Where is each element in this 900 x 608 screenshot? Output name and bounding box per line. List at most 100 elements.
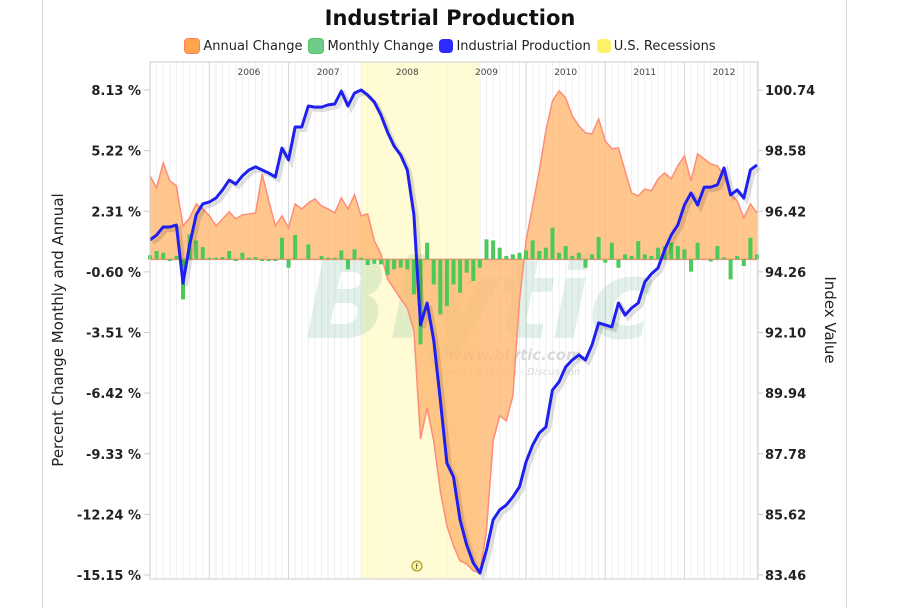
monthly-change-bar[interactable] (293, 235, 298, 260)
chart-title: Industrial Production (324, 6, 576, 30)
monthly-change-bar[interactable] (312, 259, 317, 260)
monthly-change-bar[interactable] (372, 259, 377, 264)
monthly-change-bar[interactable] (365, 259, 370, 265)
monthly-change-bar[interactable] (675, 246, 680, 260)
legend-item-monthly-change[interactable]: Monthly Change (308, 38, 433, 54)
monthly-change-bar[interactable] (286, 259, 291, 268)
legend: Annual Change Monthly Change Industrial … (0, 38, 900, 54)
monthly-change-bar[interactable] (161, 252, 166, 260)
monthly-change-bar[interactable] (649, 256, 654, 260)
monthly-change-bar[interactable] (246, 257, 251, 260)
monthly-change-bar[interactable] (352, 249, 357, 260)
monthly-change-bar[interactable] (299, 259, 304, 260)
monthly-change-bar[interactable] (504, 256, 509, 260)
legend-item-industrial-production[interactable]: Industrial Production (439, 38, 591, 54)
monthly-change-bar[interactable] (682, 249, 687, 260)
monthly-change-bar[interactable] (715, 246, 720, 260)
monthly-change-bar[interactable] (451, 259, 456, 285)
monthly-change-bar[interactable] (458, 259, 463, 293)
monthly-change-bar[interactable] (550, 227, 555, 260)
monthly-change-bar[interactable] (405, 259, 410, 270)
monthly-change-bar[interactable] (438, 259, 443, 315)
monthly-change-bar[interactable] (378, 259, 383, 265)
monthly-change-bar[interactable] (590, 254, 595, 260)
monthly-change-bar[interactable] (431, 259, 436, 285)
monthly-change-bar[interactable] (306, 244, 311, 260)
industrial-production-line[interactable] (149, 88, 758, 575)
flag-icon[interactable]: f (411, 560, 423, 572)
monthly-change-bar[interactable] (240, 252, 245, 260)
monthly-change-bar[interactable] (537, 251, 542, 260)
monthly-change-bar[interactable] (339, 250, 344, 260)
monthly-change-bar[interactable] (154, 251, 159, 260)
monthly-change-bar[interactable] (444, 259, 449, 307)
monthly-change-bar[interactable] (326, 257, 331, 260)
monthly-change-bar[interactable] (530, 240, 535, 260)
plot-border (149, 61, 759, 580)
monthly-change-bar[interactable] (735, 256, 740, 260)
monthly-change-bar[interactable] (603, 259, 608, 263)
monthly-change-bar[interactable] (279, 237, 284, 260)
monthly-change-bar[interactable] (695, 242, 700, 260)
monthly-change-bar[interactable] (260, 259, 265, 262)
monthly-change-bar[interactable] (636, 241, 641, 260)
monthly-change-bar[interactable] (629, 256, 634, 260)
monthly-change-bar[interactable] (359, 257, 364, 260)
monthly-change-bar[interactable] (484, 239, 489, 260)
monthly-change-bar[interactable] (623, 254, 628, 260)
monthly-change-bar[interactable] (557, 252, 562, 260)
right-tick-label: 87.78 (765, 448, 806, 463)
right-tick-label: 89.94 (765, 387, 806, 402)
monthly-change-bar[interactable] (213, 257, 218, 260)
monthly-change-bar[interactable] (273, 259, 278, 262)
monthly-change-bar[interactable] (497, 247, 502, 260)
monthly-change-bar[interactable] (253, 257, 258, 260)
monthly-change-bar[interactable] (702, 259, 707, 260)
monthly-change-bar[interactable] (616, 259, 621, 268)
monthly-change-bar[interactable] (755, 254, 759, 260)
monthly-change-bar[interactable] (174, 256, 179, 260)
monthly-change-bar[interactable] (656, 247, 661, 260)
monthly-change-bar[interactable] (524, 250, 529, 260)
monthly-change-bar[interactable] (563, 246, 568, 260)
monthly-change-bar[interactable] (491, 240, 496, 260)
monthly-change-bar[interactable] (207, 257, 212, 260)
legend-item-annual-change[interactable]: Annual Change (184, 38, 302, 54)
monthly-change-bar[interactable] (233, 259, 238, 262)
monthly-change-bar[interactable] (728, 259, 733, 280)
monthly-change-bar[interactable] (167, 259, 172, 262)
monthly-change-bar[interactable] (398, 259, 403, 268)
monthly-change-bar[interactable] (194, 240, 199, 260)
monthly-change-bar[interactable] (510, 254, 515, 260)
monthly-change-bar[interactable] (332, 257, 337, 260)
monthly-change-bar[interactable] (576, 252, 581, 260)
monthly-change-bar[interactable] (741, 259, 746, 267)
monthly-change-bar[interactable] (477, 259, 482, 268)
monthly-change-bar[interactable] (411, 259, 416, 295)
monthly-change-bar[interactable] (570, 256, 575, 260)
monthly-change-bar[interactable] (689, 259, 694, 272)
monthly-change-bar[interactable] (200, 247, 205, 260)
monthly-change-bar[interactable] (669, 242, 674, 260)
monthly-change-bar[interactable] (748, 237, 753, 260)
monthly-change-bar[interactable] (220, 257, 225, 260)
monthly-change-bar[interactable] (471, 259, 476, 282)
monthly-change-bar[interactable] (392, 259, 397, 270)
monthly-change-bar[interactable] (517, 252, 522, 260)
monthly-change-bar[interactable] (609, 242, 614, 260)
monthly-change-bar[interactable] (596, 237, 601, 260)
monthly-change-bar[interactable] (464, 259, 469, 273)
monthly-change-bar[interactable] (425, 242, 430, 260)
monthly-change-bar[interactable] (345, 259, 350, 270)
legend-item-recessions[interactable]: U.S. Recessions (596, 38, 716, 54)
monthly-change-bar[interactable] (543, 247, 548, 260)
monthly-change-bar[interactable] (319, 256, 324, 260)
monthly-change-bar[interactable] (227, 251, 232, 260)
monthly-change-bar[interactable] (583, 259, 588, 268)
monthly-change-bar[interactable] (642, 254, 647, 260)
monthly-change-bar[interactable] (385, 259, 390, 275)
monthly-change-bar[interactable] (266, 259, 271, 262)
monthly-change-bar[interactable] (722, 257, 727, 260)
svg-text:f: f (416, 563, 419, 571)
monthly-change-bar[interactable] (708, 259, 713, 262)
